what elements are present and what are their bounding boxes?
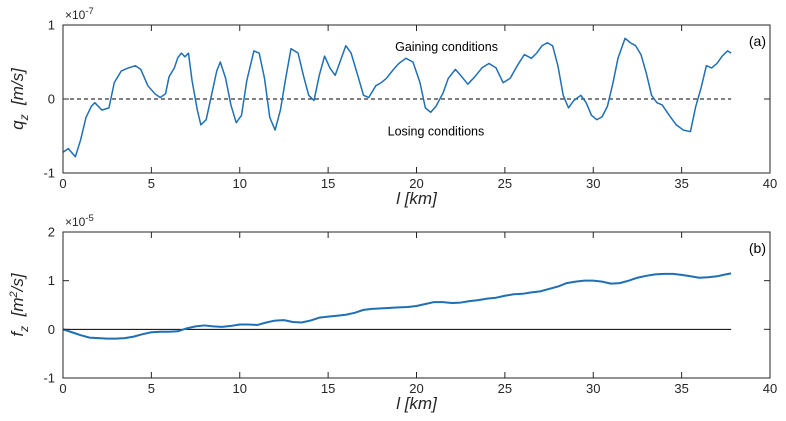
panel-0: 0 5 10 15 20 25 30 35 40 -1 0 1 ×10-7 l [km] qz [m/s] (… (8, 6, 777, 208)
x-tick-label: 5 (148, 381, 155, 396)
y-tick-label: 0 (48, 92, 55, 107)
series-line-0 (62, 37, 732, 158)
series-line-0 (62, 272, 732, 340)
y-axis-label: qz [m/s] (8, 67, 31, 130)
x-tick-label: 15 (321, 176, 335, 191)
x-tick-label: 35 (674, 176, 688, 191)
y-tick-label: 2 (48, 225, 55, 240)
y-exponent-label: ×10-7 (65, 6, 94, 22)
y-axis-label: fz [m2/s] (8, 272, 31, 336)
x-tick-label: 40 (763, 381, 777, 396)
y-tick-label: -1 (43, 166, 55, 181)
x-axis-label: l [km] (396, 394, 438, 413)
x-tick-label: 20 (409, 176, 423, 191)
x-tick-label: 35 (674, 381, 688, 396)
annotation-0: Gaining conditions (395, 40, 498, 54)
panel-1: 0 5 10 15 20 25 30 35 40 -1 0 1 2 ×10-5 l [km] fz [m2/s… (8, 213, 777, 413)
x-tick-label: 0 (59, 381, 66, 396)
x-tick-label: 25 (498, 381, 512, 396)
y-tick-label: -1 (43, 371, 55, 386)
x-tick-label: 5 (148, 176, 155, 191)
y-tick-label: 1 (48, 18, 55, 33)
panel-label: (a) (749, 33, 766, 49)
x-axis-label: l [km] (396, 189, 438, 208)
y-exponent-label: ×10-5 (65, 213, 94, 229)
x-tick-label: 40 (763, 176, 777, 191)
x-tick-label: 30 (586, 176, 600, 191)
x-tick-label: 20 (409, 381, 423, 396)
x-tick-label: 15 (321, 381, 335, 396)
y-tick-label: 0 (48, 322, 55, 337)
x-tick-label: 10 (233, 176, 247, 191)
y-tick-label: 1 (48, 273, 55, 288)
annotation-1: Losing conditions (388, 125, 485, 139)
x-tick-label: 0 (59, 176, 66, 191)
x-tick-label: 25 (498, 176, 512, 191)
x-tick-label: 30 (586, 381, 600, 396)
panel-label: (b) (749, 240, 766, 256)
x-tick-label: 10 (233, 381, 247, 396)
